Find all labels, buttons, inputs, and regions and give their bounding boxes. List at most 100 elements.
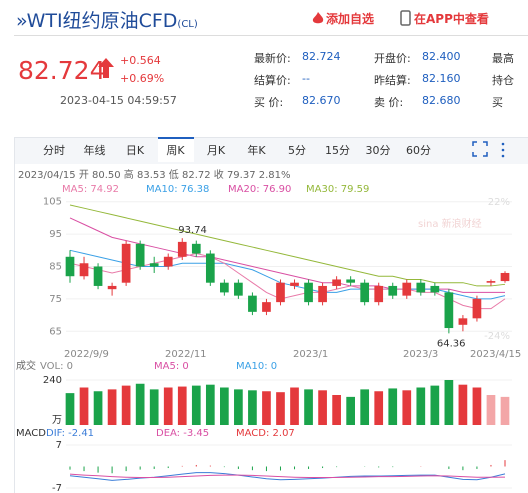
candle [360, 282, 370, 303]
code: (CL) [177, 19, 198, 30]
field-label: 买 价: [254, 96, 284, 109]
vol-bar [458, 384, 468, 425]
tab[interactable]: 年K [247, 144, 266, 157]
candle [177, 241, 187, 257]
candle [304, 282, 313, 303]
ma-legend: MA20: 76.90 [228, 184, 291, 195]
candle [205, 253, 215, 283]
info: 2023/04/15 开 80.50 高 83.53 低 82.72 收 79.… [18, 168, 291, 181]
candle [444, 292, 454, 329]
vol-bar [149, 389, 159, 425]
candle [290, 282, 299, 286]
ma-legend: MA10: 76.38 [146, 184, 209, 195]
vol-bar [444, 380, 454, 425]
view-app[interactable]: 在APP中查看 [398, 10, 489, 27]
y-tick-label: 65 [49, 326, 62, 337]
y-tick-label: 95 [49, 229, 62, 240]
candle [220, 282, 229, 293]
candle [121, 243, 131, 283]
vol-bar [93, 391, 103, 425]
ma-legend: MA30: 79.59 [306, 184, 369, 195]
vol-bar [402, 390, 412, 425]
vol-bar [304, 389, 313, 425]
field-label: 买 [492, 96, 503, 109]
field-value: 82.680 [422, 94, 461, 107]
tab[interactable]: 月K [206, 144, 226, 157]
tab[interactable]: 5分 [288, 144, 306, 157]
vol-unit: 万 [52, 415, 62, 426]
candle [276, 282, 285, 303]
right-label: 22% [488, 197, 510, 208]
vol-bar [290, 387, 299, 425]
candle [149, 263, 159, 267]
tab[interactable]: 周K [157, 137, 194, 162]
watermark: sina 新浪财经 [418, 217, 482, 230]
tab[interactable]: 60分 [406, 144, 431, 157]
candle [248, 295, 257, 312]
candle [416, 282, 426, 293]
chart-frame [14, 137, 528, 493]
field-value: -- [302, 72, 310, 85]
menu-dot [501, 154, 505, 158]
vol-bar [430, 385, 440, 425]
vol-bar [472, 387, 482, 425]
candle [458, 318, 468, 325]
menu-dot [501, 148, 505, 152]
vol-tick-label: 240 [43, 375, 62, 386]
field-label: 最高 [492, 52, 514, 65]
vol-bar [416, 387, 426, 425]
vol-bar [107, 389, 117, 425]
y-tick-label: 75 [49, 294, 62, 305]
up-arrow [98, 58, 114, 78]
vol-bar [65, 393, 75, 425]
candle [430, 285, 440, 293]
field-label: 昨结算: [374, 74, 411, 87]
field-label: 结算价: [254, 74, 291, 87]
title-row: »WTI纽约原油CFD(CL) [16, 10, 198, 32]
macd-legend: DEA: -3.45 [156, 428, 209, 439]
expand-icon [472, 141, 488, 157]
field-value: 82.400 [422, 50, 461, 63]
vol-bar [346, 396, 355, 425]
vol-bar [79, 387, 89, 425]
fire-icon [312, 12, 324, 24]
ma-line [69, 204, 506, 287]
add-watch[interactable]: 添加自选 [310, 10, 374, 27]
tab[interactable]: 年线 [83, 144, 106, 157]
vol-bar [205, 384, 215, 425]
time: 2023-04-15 04:59:57 [60, 94, 177, 107]
phone-icon [400, 10, 411, 26]
y-tick-label: 85 [49, 262, 62, 273]
price: 82.724 [18, 56, 106, 85]
tab[interactable]: 分时 [43, 144, 65, 157]
vol-bar [234, 389, 243, 425]
dea-line [69, 473, 506, 479]
change: +0.564 [120, 54, 161, 67]
candle [163, 256, 173, 267]
candle [65, 256, 75, 277]
menu-dot [501, 142, 505, 146]
vol-bar [191, 385, 201, 425]
candle [388, 285, 398, 296]
candle [472, 298, 482, 319]
vol-bar [248, 390, 257, 425]
tab[interactable]: 15分 [325, 144, 350, 157]
low-label: 64.36 [437, 338, 466, 349]
candle [374, 285, 384, 303]
candle [107, 285, 117, 290]
tab[interactable]: 日K [125, 144, 145, 157]
candle [234, 282, 243, 296]
percent: +0.69% [120, 72, 165, 85]
vol-bar [276, 392, 285, 425]
candle [79, 263, 89, 277]
ma-legend: MA5: 74.92 [62, 184, 119, 195]
field-label: 持仓 [492, 74, 514, 87]
candle [500, 272, 510, 282]
tab[interactable]: 30分 [365, 144, 391, 157]
candle [402, 282, 412, 296]
candle [93, 266, 103, 286]
high-label: 93.74 [178, 225, 207, 236]
vol-bar [121, 385, 131, 425]
vol-legend: MA5: 0 [154, 361, 189, 372]
